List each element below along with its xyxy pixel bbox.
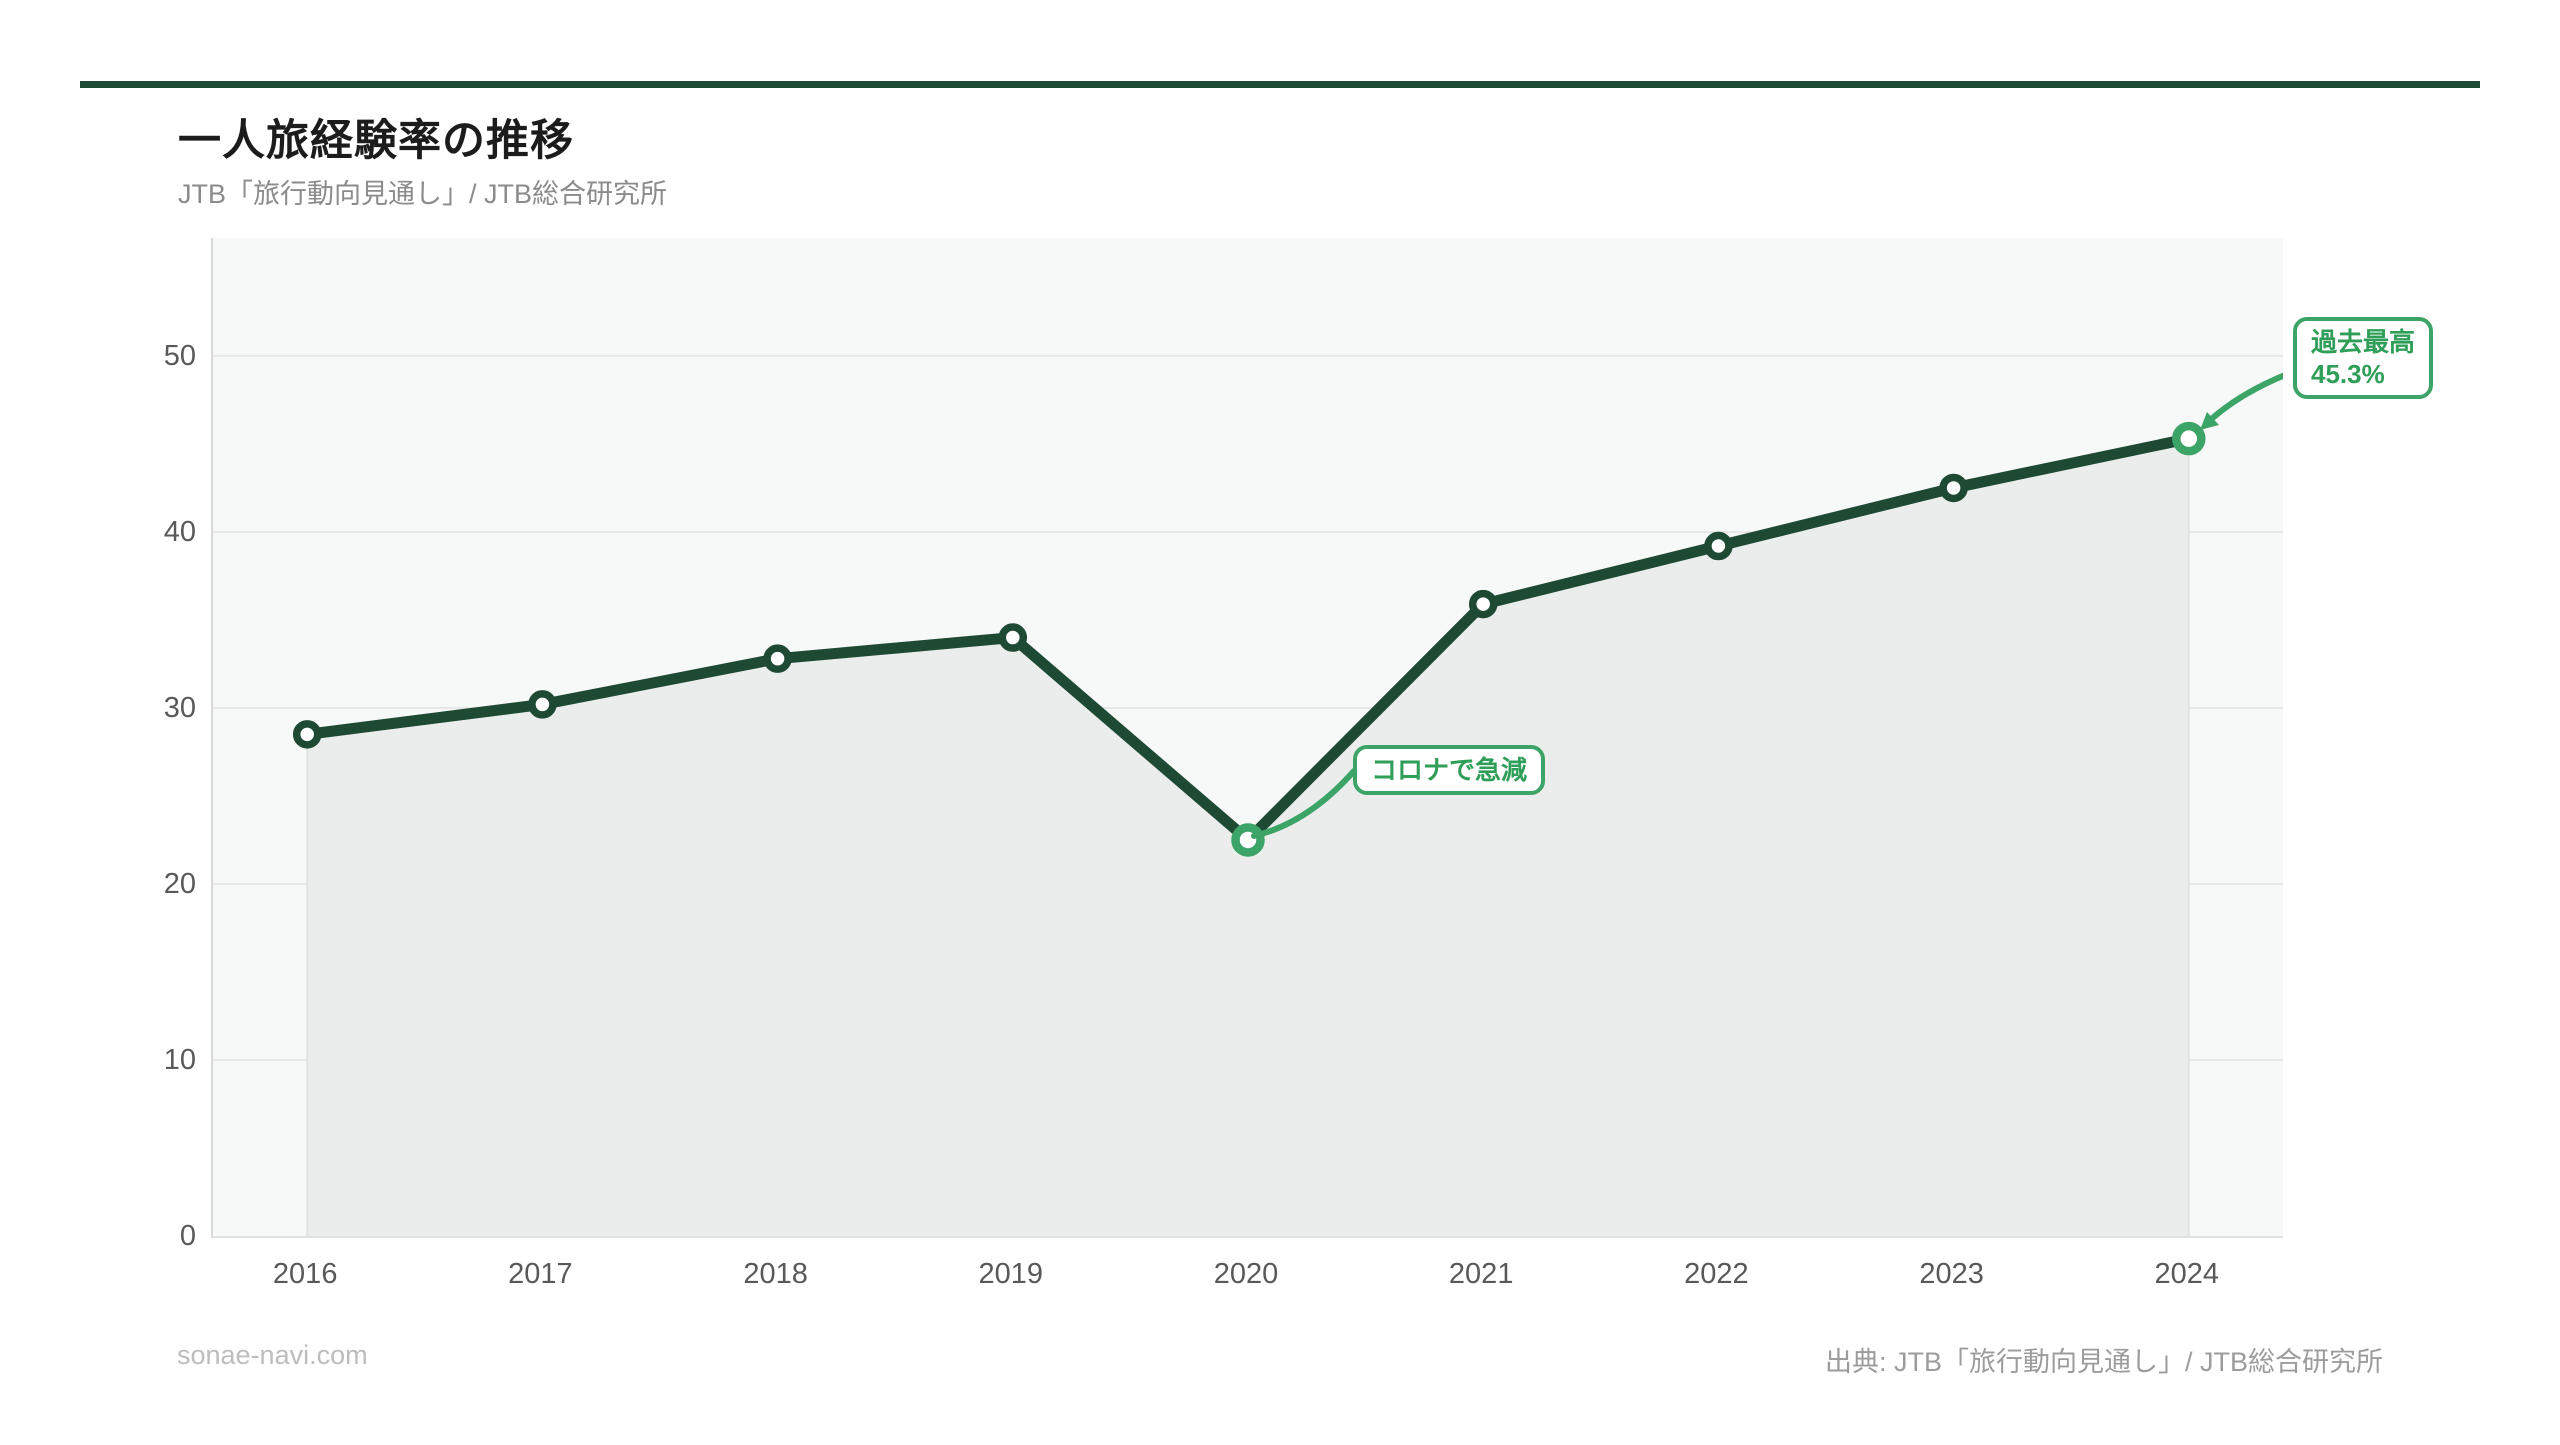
y-tick-label-40: 40 [163,515,196,548]
plot-area [211,238,2283,1238]
data-point-2021 [1468,589,1498,619]
x-tick-label-2019: 2019 [978,1258,1044,1290]
data-point-2017 [528,690,557,719]
watermark: sonae-navi.com [177,1340,368,1370]
data-point-2022 [1704,531,1733,561]
x-tick-label-2017: 2017 [508,1258,573,1290]
y-tick-label-10: 10 [163,1043,196,1076]
area-fill [307,438,2189,1236]
annotation-record-line1: 過去最高 [2311,327,2416,357]
data-point-2020 [1231,823,1265,857]
annotation-record-connector [2203,372,2283,427]
annotation-covid-label: コロナで急減 [1371,755,1528,785]
y-tick-label-50: 50 [163,339,196,372]
source-credit: 出典: JTB「旅行動向見通し」/ JTB総合研究所 [1824,1347,2383,1377]
x-tick-label-2024: 2024 [2154,1258,2220,1290]
data-point-2023 [1939,473,1968,503]
top-accent-bar [80,81,2480,88]
annotation-covid-connector [1251,768,1357,839]
line-chart [213,354,2283,1236]
x-tick-label-2016: 2016 [272,1258,338,1290]
annotation-record-arrowhead [2200,412,2219,430]
y-tick-label-30: 30 [163,691,196,724]
x-tick-label-2023: 2023 [1919,1258,1984,1290]
x-tick-label-2018: 2018 [743,1258,808,1290]
y-tick-label-0: 0 [179,1220,196,1252]
data-point-2019 [998,623,1028,652]
data-point-2018 [763,644,792,673]
chart-title: 一人旅経験率の推移 [178,117,574,165]
x-tick-label-2021: 2021 [1448,1258,1514,1290]
annotation-covid: コロナで急減 [1353,745,1546,795]
data-point-2024 [2172,421,2206,456]
annotation-record: 過去最高 45.3% [2293,317,2434,399]
x-tick-label-2022: 2022 [1684,1258,1749,1290]
annotation-record-line2: 45.3% [2311,359,2385,389]
chart-subtitle: JTB「旅行動向見通し」/ JTB総合研究所 [178,179,668,209]
y-tick-label-20: 20 [163,867,196,900]
x-tick-label-2020: 2020 [1213,1258,1279,1290]
data-point-2016 [292,720,322,749]
